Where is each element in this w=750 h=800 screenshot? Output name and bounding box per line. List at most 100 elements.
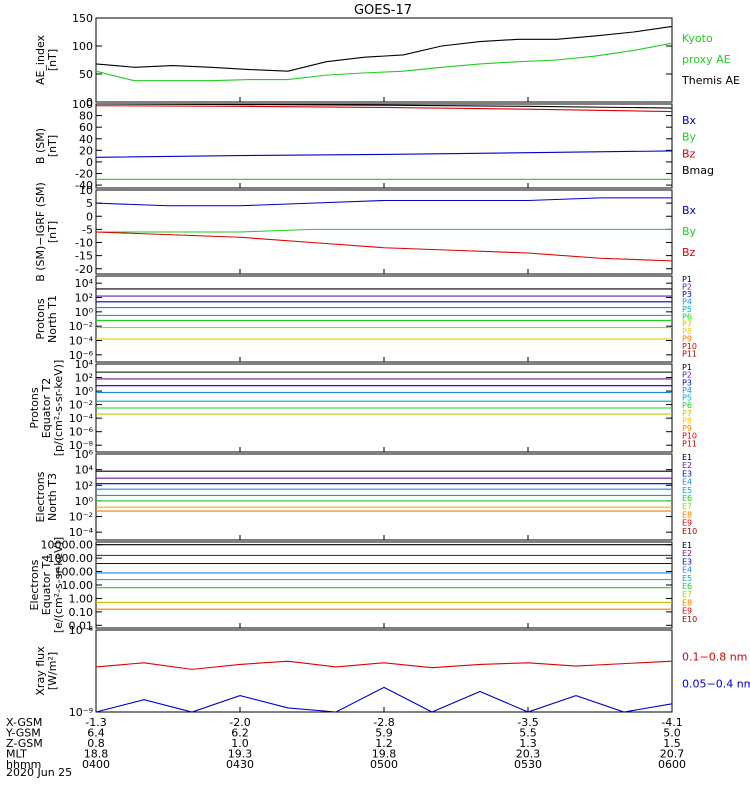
legend-entry: P1	[682, 275, 692, 284]
footer-value: 19.3	[228, 748, 253, 761]
footer-value: -2.8	[373, 716, 394, 729]
y-axis-label: Protons	[34, 298, 47, 339]
legend-entry: E7	[682, 590, 692, 599]
y-tick-label: 100	[72, 98, 93, 111]
y-tick-label: 1000.00	[48, 552, 94, 565]
y-tick-label: -20	[75, 263, 93, 276]
legend-entry: P11	[682, 439, 697, 448]
y-axis-label: [W/m²]	[46, 652, 59, 690]
y-tick-label: 0	[86, 156, 93, 169]
legend-entry: P7	[682, 409, 692, 418]
footer-value: -3.5	[517, 716, 538, 729]
series-line	[95, 105, 673, 113]
y-tick-label: 10⁰	[75, 385, 94, 398]
y-axis-label: Xray flux	[34, 646, 47, 696]
legend-entry: E9	[682, 519, 692, 528]
chart-title: GOES-17	[354, 3, 412, 18]
y-tick-label: 10⁻⁴	[69, 526, 94, 539]
series-line	[95, 150, 673, 158]
legend-entry: 0.1−0.8 nm	[682, 650, 747, 663]
y-tick-label: 80	[79, 110, 93, 123]
panel-1: 0 50 100 150 AE_index [nT] Kyoto proxy AE Themis…	[34, 12, 740, 109]
y-tick-label: 10⁻⁶	[69, 426, 94, 439]
y-axis-label: [nT]	[46, 135, 59, 157]
legend-entry: By	[682, 225, 697, 238]
date-label: 2020 Jun 25	[6, 766, 72, 779]
legend-entry: E9	[682, 607, 692, 616]
footer-value: 0400	[82, 758, 110, 771]
y-tick-label: 20	[79, 144, 93, 157]
panel-frame	[95, 103, 673, 189]
y-tick-label: 100	[72, 40, 93, 53]
y-axis-label: Electrons	[34, 471, 47, 522]
y-tick-label: 10⁻⁴	[69, 335, 94, 348]
y-tick-label: 10²	[75, 292, 93, 305]
y-tick-label: 10⁻⁸	[69, 439, 94, 452]
legend-entry: P4	[682, 297, 692, 306]
legend-entry: E6	[682, 494, 692, 503]
legend-entry: Themis AE	[681, 74, 740, 87]
legend-entry: E2	[682, 549, 692, 558]
series-line	[95, 25, 673, 72]
y-tick-label: 10⁴	[75, 358, 94, 371]
legend-entry: Bmag	[682, 164, 714, 177]
y-axis-label: North T1	[46, 295, 59, 343]
panel-8: 10⁻⁹ 10⁻⁸ Xray flux [W/m²] 0.1−0.8 nm 0.05−0.…	[34, 624, 750, 719]
legend-entry: P5	[682, 305, 692, 314]
footer-value: 0500	[370, 758, 398, 771]
legend-entry: P8	[682, 416, 692, 425]
legend-entry: E8	[682, 510, 692, 519]
footer-value: 1.2	[375, 737, 393, 750]
footer-value: 5.5	[519, 727, 537, 740]
y-tick-label: 10⁶	[75, 448, 94, 461]
legend-entry: Kyoto	[682, 32, 713, 45]
footer-value: 20.3	[516, 748, 541, 761]
footer-value: 5.9	[375, 727, 393, 740]
legend-entry: P9	[682, 335, 692, 344]
footer-value: -1.3	[85, 716, 106, 729]
legend-entry: P7	[682, 320, 692, 329]
legend-entry: P2	[682, 282, 692, 291]
legend-entry: E7	[682, 502, 692, 511]
y-tick-label: 10⁰	[75, 495, 94, 508]
y-axis-label: Electrons	[28, 559, 41, 610]
series-line	[96, 228, 672, 233]
footer-value: 1.0	[231, 737, 249, 750]
y-tick-label: -20	[75, 168, 93, 181]
orbit-time-axis: X-GSM -1.3 -2.0 -2.8 -3.5 -4.1 Y-GSM 6.4 6.2 5.9 5…	[5, 716, 686, 771]
y-tick-label: -40	[75, 179, 93, 192]
legend-entry: E3	[682, 557, 692, 566]
y-tick-label: 5	[86, 197, 93, 210]
y-tick-label: 60	[79, 121, 93, 134]
legend-entry: E4	[682, 566, 692, 575]
panel-7: 0.010.101.0010.00100.001000.0010000.00El…	[28, 537, 697, 633]
y-tick-label: 10²	[75, 372, 93, 385]
footer-value: 0430	[226, 758, 254, 771]
y-tick-label: 10⁻⁴	[69, 412, 94, 425]
panel-frame	[95, 629, 673, 713]
y-tick-label: 10⁻²	[69, 511, 93, 524]
footer-value: 0.8	[87, 737, 105, 750]
legend-entry: E8	[682, 598, 692, 607]
y-tick-label: -10	[75, 237, 93, 250]
legend-entry: P6	[682, 401, 692, 410]
y-axis-label: AE_index	[34, 34, 47, 85]
y-tick-label: 0.01	[69, 619, 94, 632]
y-tick-label: 10⁴	[75, 277, 94, 290]
y-tick-label: 10⁻⁸	[69, 624, 94, 637]
footer-row-label: Z-GSM	[6, 737, 43, 750]
y-tick-label: 50	[79, 68, 93, 81]
y-tick-label: 10⁻²	[69, 320, 93, 333]
legend-entry: Bx	[682, 114, 697, 127]
legend-entry: Bx	[682, 204, 697, 217]
y-axis-label: [nT]	[46, 221, 59, 243]
y-axis-label: B (SM)	[34, 128, 47, 164]
footer-value: 5.0	[663, 727, 681, 740]
footer-value: 6.2	[231, 727, 249, 740]
y-tick-label: 150	[72, 12, 93, 25]
